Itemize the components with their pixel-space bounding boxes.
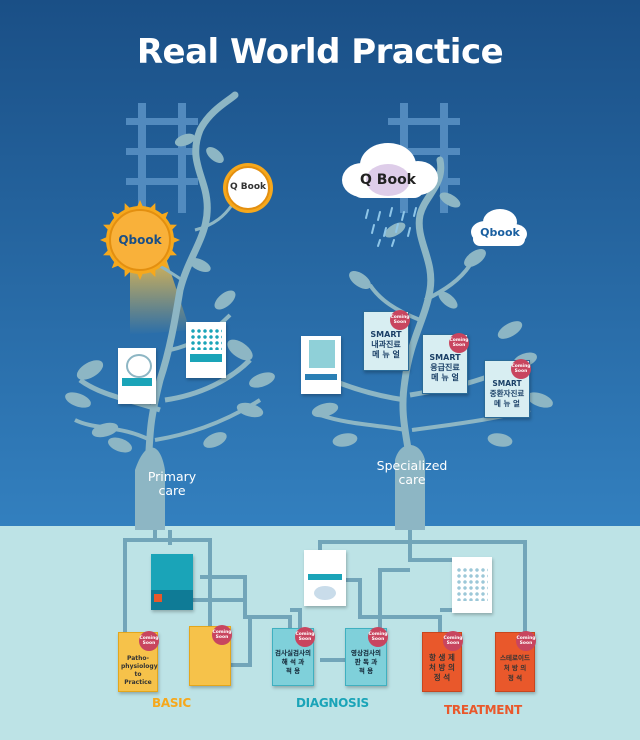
specialized-label-line2: care	[398, 472, 426, 487]
coming-soon-badge: Coming Soon	[139, 631, 159, 651]
sun-icon	[100, 200, 180, 280]
sun-ray	[169, 235, 180, 245]
sky-background	[0, 0, 640, 530]
book-title-line3: 정 석	[507, 674, 523, 682]
section-label-basic: BASIC	[152, 696, 191, 710]
book-title-line1: 검사실검사의	[275, 649, 311, 657]
specialized-care-label: Specialized care	[362, 459, 462, 487]
book-title-line3: 메 뉴 얼	[494, 399, 520, 408]
cover-graphic	[126, 354, 152, 378]
cover-graphic	[456, 567, 488, 601]
cloud-small-icon	[471, 209, 527, 246]
cloud-icon	[342, 143, 438, 198]
book-title-line1: 스테로이드	[500, 654, 530, 662]
book-smart-icu[interactable]: SMART 중환자진료 메 뉴 얼 Coming Soon	[484, 359, 531, 418]
book-cover-treatment-1[interactable]	[452, 557, 492, 613]
specialized-label-line1: Specialized	[376, 458, 448, 473]
section-label-treatment: TREATMENT	[444, 703, 522, 717]
book-title-line3: 적 용	[285, 667, 301, 675]
book-cover-diagnosis-1[interactable]	[304, 550, 346, 606]
coming-soon-badge: Coming Soon	[449, 333, 469, 353]
book-pathophysiology[interactable]: Patho-physiology to Practice Coming Soon	[118, 631, 159, 692]
book-steroids[interactable]: 스테로이드 처 방 의 정 석 Coming Soon	[495, 631, 536, 692]
book-lab-tests[interactable]: 검사실검사의 해 석 과 적 용 Coming Soon	[272, 627, 315, 686]
sun-ray	[157, 211, 169, 223]
sun-ray	[157, 257, 169, 269]
book-title-line1: SMART	[370, 330, 402, 339]
cover-stripe	[122, 378, 152, 386]
book-title-line1: 항 생 제	[429, 653, 455, 662]
cover-mark	[154, 594, 162, 602]
book-title-line2: 판 독 과	[354, 658, 378, 666]
cloud-small-brand-label: Qbook	[480, 226, 520, 239]
trellis-left	[126, 103, 198, 213]
sun-brand-label: Qbook	[118, 233, 162, 247]
sun-ray	[135, 200, 145, 211]
book-title-line1: SMART	[492, 379, 522, 388]
primary-label-line1: Primary	[147, 469, 197, 484]
book-title-line3: 메 뉴 얼	[431, 373, 459, 382]
sun-small-brand-label: Q Book	[230, 182, 266, 192]
book-title-line2: 응급진료	[430, 363, 460, 372]
cover-graphic	[314, 586, 336, 600]
book-title-line2: 중환자진료	[489, 389, 525, 398]
sun-ray	[111, 211, 123, 223]
book-title-line2: 해 석 과	[281, 658, 305, 666]
book-basic-2[interactable]: Coming Soon	[189, 625, 232, 686]
sun-ray	[135, 269, 145, 280]
primary-care-label: Primary care	[122, 470, 222, 498]
coming-soon-badge: Coming Soon	[368, 627, 388, 647]
book-title-line1: 영상검사의	[351, 649, 381, 657]
book-title-line1: SMART	[429, 353, 461, 362]
book-cover-basic-1[interactable]	[151, 554, 193, 610]
coming-soon-badge: Coming Soon	[516, 631, 536, 651]
book-title-line3: 정 석	[433, 673, 451, 682]
coming-soon-badge: Coming Soon	[511, 359, 531, 379]
book-imaging[interactable]: 영상검사의 판 독 과 적 용 Coming Soon	[345, 627, 388, 686]
sun-ray	[100, 235, 111, 245]
cover-stripe	[308, 574, 342, 580]
sun-ray	[111, 257, 123, 269]
cover-stripe	[190, 354, 222, 362]
coming-soon-badge: Coming Soon	[295, 627, 315, 647]
primary-label-line2: care	[158, 483, 186, 498]
book-cover-primary-2[interactable]	[186, 322, 226, 378]
cover-graphic	[190, 328, 222, 350]
book-title-line2: 처 방 의	[503, 664, 527, 672]
book-antibiotics[interactable]: 항 생 제 처 방 의 정 석 Coming Soon	[422, 631, 463, 692]
book-title-line3: 메 뉴 얼	[372, 350, 400, 359]
coming-soon-badge: Coming Soon	[443, 631, 463, 651]
sun-small-icon	[223, 163, 273, 213]
coming-soon-badge: Coming Soon	[212, 625, 232, 645]
cover-graphic	[309, 340, 335, 368]
book-title: Patho-physiology to Practice	[121, 655, 158, 686]
book-cover-primary-1[interactable]	[118, 348, 156, 404]
book-title-line2: 내과진료	[371, 340, 401, 349]
page-title: Real World Practice	[136, 32, 504, 72]
cloud-brand-label: Q Book	[360, 172, 416, 188]
coming-soon-badge: Coming Soon	[390, 310, 410, 330]
section-label-diagnosis: DIAGNOSIS	[296, 696, 369, 710]
book-cover-specialized-1[interactable]	[301, 336, 341, 394]
book-title-line2: 처 방 의	[429, 663, 455, 672]
book-smart-internal-medicine[interactable]: SMART 내과진료 메 뉴 얼 Coming Soon	[363, 310, 410, 371]
book-smart-emergency[interactable]: SMART 응급진료 메 뉴 얼 Coming Soon	[422, 333, 469, 394]
cover-stripe	[305, 374, 337, 380]
rain-drops	[365, 207, 417, 247]
book-title-line3: 적 용	[358, 667, 374, 675]
